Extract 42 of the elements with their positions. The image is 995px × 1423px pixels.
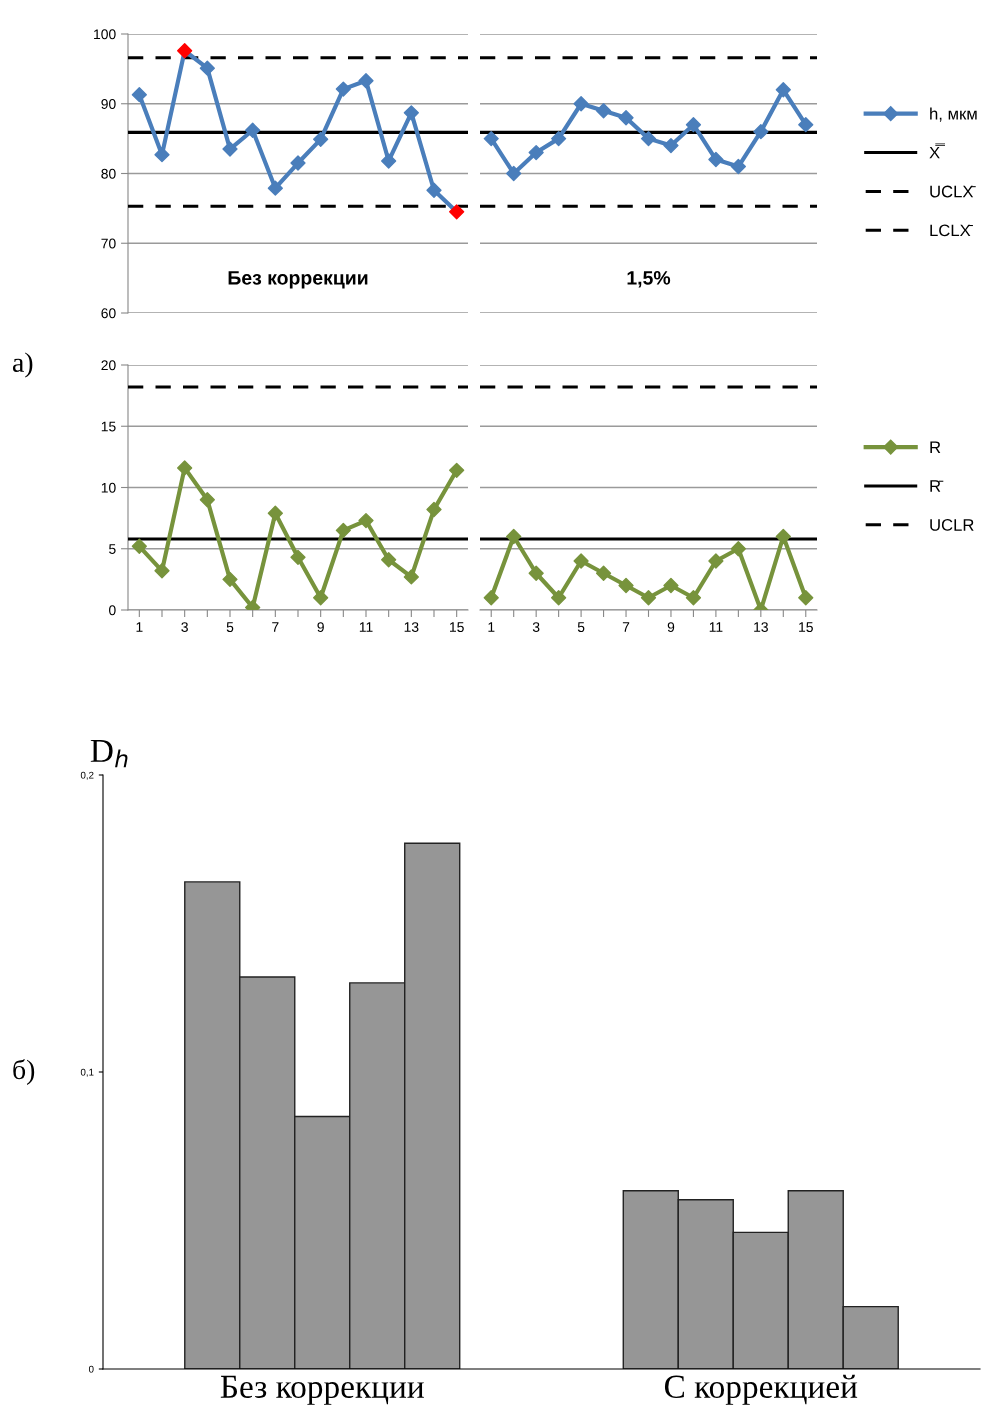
x-tick-label: С коррекцией (664, 1374, 858, 1405)
x-tick-label: 5 (226, 622, 234, 633)
text: 1,5% (627, 271, 671, 288)
x-tick-label: 7 (272, 622, 279, 632)
y-tick-label: 10 (101, 482, 116, 493)
x-tick-label: 3 (532, 622, 540, 633)
x-tick-label: 3 (181, 622, 188, 633)
legend-label: UCLR (930, 519, 974, 531)
x-tick-label: 15 (450, 622, 464, 633)
legend-label: R (930, 441, 941, 453)
y-tick-label: 0 (88, 1365, 94, 1373)
text: б) (13, 1059, 35, 1085)
y-tick-label: 20 (101, 360, 116, 371)
x-tick-label: 1 (136, 622, 143, 632)
x-tick-label: 11 (359, 622, 373, 632)
text: а) (12, 352, 33, 378)
y-tick-label: 5 (109, 544, 116, 554)
legend-label: UCLX̄ (930, 185, 976, 198)
y-tick-label: 0 (109, 605, 116, 616)
x-tick-label: 15 (799, 622, 813, 633)
x-tick-label: 13 (404, 622, 419, 633)
y-axis-title: D$_{h}$ (90, 739, 128, 768)
legend-label: X̿ (929, 143, 946, 159)
legend-label: LCLX̄ (930, 224, 973, 237)
x-tick-label: 5 (577, 622, 585, 633)
x-tick-label: 11 (709, 622, 723, 632)
y-tick-label: 60 (101, 308, 116, 319)
y-tick-label: 80 (101, 168, 116, 179)
y-tick-label: 70 (101, 238, 116, 249)
x-tick-label: 9 (317, 622, 324, 633)
y-tick-label: 90 (101, 99, 116, 109)
x-tick-label: 7 (622, 622, 630, 632)
y-tick-label: 15 (101, 421, 116, 432)
legend-label: R̄ (930, 480, 944, 492)
text: Без коррекции (228, 271, 368, 289)
x-tick-label: 9 (667, 622, 675, 633)
legend-label: h, мкм (930, 107, 977, 122)
y-tick-label: 0,1 (80, 1068, 94, 1077)
x-tick-label: 13 (754, 622, 768, 633)
y-tick-label: 100 (94, 29, 116, 40)
x-tick-label: 1 (488, 622, 495, 632)
y-tick-label: 0,2 (80, 771, 94, 780)
